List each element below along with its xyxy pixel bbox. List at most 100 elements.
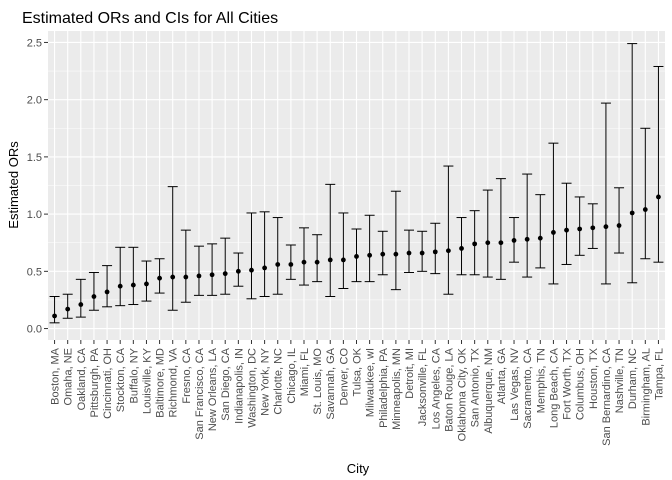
errorbar — [193, 245, 204, 296]
x-tick-label: Houston, TX — [588, 347, 600, 409]
x-tick-label: Nashville, TN — [614, 348, 626, 413]
point — [78, 302, 84, 307]
point — [498, 240, 504, 246]
x-tick-label: Tulsa, OK — [352, 347, 364, 396]
errorbar — [653, 65, 664, 263]
errorbar — [141, 260, 152, 302]
point — [157, 275, 162, 281]
x-tick-label: San Diego, CA — [220, 347, 232, 420]
point — [340, 257, 346, 263]
point — [419, 250, 425, 256]
x-tick-label: Tampa, FL — [653, 348, 665, 400]
point — [406, 250, 412, 256]
point — [130, 282, 136, 288]
x-tick-label: Jacksonville, FL — [417, 348, 429, 426]
x-tick-label: Boston, MA — [50, 347, 62, 405]
point — [445, 248, 451, 254]
errorbar — [364, 214, 375, 283]
point — [314, 259, 320, 265]
point — [590, 225, 596, 231]
x-tick-label: Birmingham, AL — [640, 348, 652, 426]
point — [183, 274, 189, 280]
x-tick-label: Sacramento, CA — [522, 347, 534, 428]
errorbar — [443, 165, 454, 295]
errorbar — [561, 182, 572, 265]
x-tick-label: Fresno, CA — [181, 347, 193, 403]
point — [551, 230, 556, 235]
point — [288, 262, 294, 267]
y-tick-label: 2.5 — [27, 37, 42, 49]
errorbar — [627, 43, 638, 284]
point — [459, 246, 464, 251]
y-tick-label: 1.0 — [27, 209, 42, 221]
x-tick-label: Stockton, CA — [115, 347, 127, 412]
y-tick-label: 1.5 — [27, 152, 42, 164]
x-tick-label: Milwaukee, wI — [365, 348, 377, 417]
x-tick-label: Denver, CO — [338, 348, 350, 406]
x-tick-label: Albuquerque, NM — [483, 348, 495, 434]
errorbar — [220, 237, 231, 295]
errorbar — [298, 227, 309, 286]
chart-title: Estimated ORs and CIs for All Cities — [22, 10, 278, 27]
x-tick-label: Oklahoma City, OK — [457, 347, 469, 441]
x-tick-label: Long Beach, CA — [548, 347, 560, 428]
x-tick-label: Chicago, IL — [286, 348, 298, 404]
errorbar — [207, 243, 218, 296]
x-tick-label: Oakland, CA — [76, 347, 88, 410]
x-tick-label: Detroit, MI — [404, 348, 416, 399]
point — [432, 249, 438, 255]
point — [472, 241, 478, 247]
errorbar — [49, 296, 60, 324]
errorbar — [312, 234, 323, 283]
x-tick-label: Memphis, TN — [535, 348, 547, 413]
x-tick-label: Las Vegas, NV — [509, 347, 521, 420]
point — [354, 254, 359, 259]
errorbar — [535, 194, 546, 269]
point — [616, 223, 622, 228]
errorbar — [600, 102, 611, 285]
point — [117, 283, 123, 289]
errorbar — [640, 127, 651, 260]
errorbar — [522, 173, 533, 278]
errorbar — [430, 222, 441, 275]
errorbar — [390, 190, 401, 291]
point — [629, 210, 635, 216]
errorbar — [495, 178, 506, 280]
point — [249, 267, 254, 273]
x-tick-label: Fort Worth, TX — [562, 347, 574, 419]
x-tick-label: Omaha, NE — [63, 348, 75, 405]
point — [222, 271, 228, 277]
point — [380, 251, 386, 257]
point — [577, 226, 583, 232]
errorbar — [574, 196, 585, 256]
errorbar — [272, 217, 283, 295]
errorbar — [548, 142, 559, 285]
x-tick-label: Philadelphia, PA — [378, 347, 390, 428]
x-tick-label: Baton Rouge, LA — [443, 347, 455, 431]
x-tick-label: Columbus, OH — [575, 348, 587, 420]
point — [367, 252, 373, 258]
point — [511, 238, 517, 243]
errorbars — [49, 43, 664, 324]
x-tick-label: San Bernardino, CA — [601, 347, 613, 445]
x-tick-label: Pittsburgh, PA — [89, 347, 101, 417]
x-tick-label: Minneapolis, MN — [391, 348, 403, 430]
point — [524, 236, 530, 242]
y-tick-label: 0.5 — [27, 266, 42, 278]
x-tick-label: New York, NY — [260, 347, 272, 416]
errorbar — [246, 212, 257, 300]
errorbar — [259, 211, 270, 298]
errorbar — [338, 212, 349, 289]
point — [301, 259, 307, 265]
y-tick-label: 2.0 — [27, 95, 42, 107]
point — [104, 289, 110, 295]
point — [65, 306, 71, 312]
point — [235, 268, 241, 274]
point — [642, 207, 648, 212]
x-axis-title: City — [347, 461, 370, 476]
point — [656, 194, 661, 200]
y-axis: 0.0 0.5 1.0 1.5 2.0 2.5 — [27, 37, 48, 336]
x-tick-label: Buffalo, NY — [128, 347, 140, 403]
errorbar — [115, 246, 126, 307]
